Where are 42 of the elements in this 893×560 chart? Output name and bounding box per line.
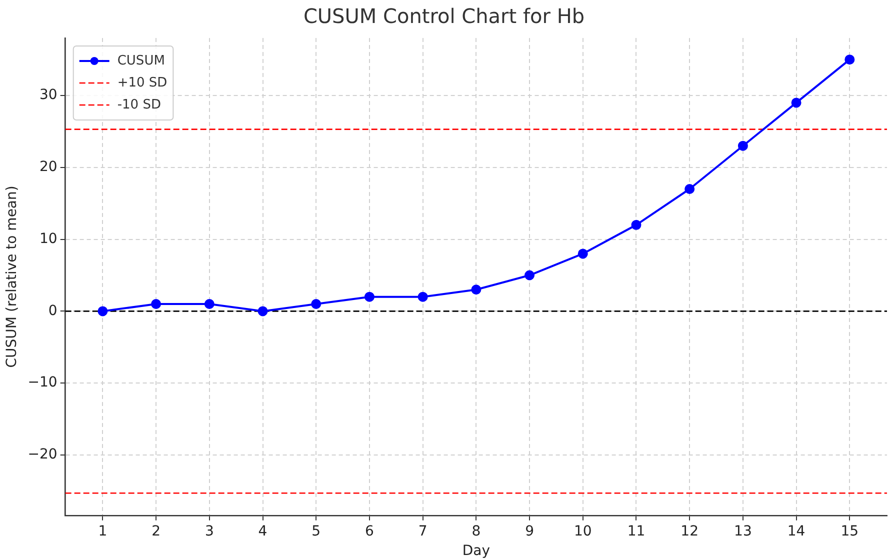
legend-label: -10 SD: [117, 97, 161, 112]
point: [471, 284, 482, 295]
point: [631, 220, 642, 230]
x-tick-label: 6: [365, 523, 374, 540]
y-axis-title: CUSUM (relative to mean): [4, 186, 20, 368]
y-tick-label: 30: [40, 87, 58, 104]
point: [578, 248, 588, 259]
x-tick-label: 9: [525, 523, 534, 540]
x-tick-label: 12: [680, 523, 699, 540]
point: [311, 299, 322, 310]
x-tick-label: 3: [204, 523, 214, 540]
point: [844, 54, 855, 65]
x-tick-label: 5: [312, 523, 321, 540]
x-tick-label: 11: [627, 523, 646, 540]
chart-title: CUSUM Control Chart for Hb: [303, 4, 585, 28]
x-tick-label: 8: [472, 523, 481, 540]
y-tick-label: 0: [48, 302, 58, 319]
x-tick-label: 10: [574, 523, 592, 540]
y-tick-label: −10: [28, 374, 58, 391]
point: [791, 98, 802, 108]
legend-label: CUSUM: [117, 53, 165, 68]
x-tick-label: 1: [98, 523, 108, 540]
point: [364, 292, 374, 302]
point: [418, 292, 428, 302]
x-tick-label: 13: [734, 523, 752, 540]
x-tick-label: 7: [418, 523, 428, 540]
legend-label: +10 SD: [117, 75, 168, 90]
point: [204, 299, 214, 310]
point: [151, 299, 162, 310]
y-tick-label: −20: [28, 446, 58, 463]
y-tick-label: 20: [40, 159, 58, 176]
x-tick-label: 15: [840, 523, 859, 540]
point: [738, 140, 748, 151]
x-tick-label: 2: [152, 523, 161, 540]
y-tick-label: 10: [40, 230, 58, 247]
point: [524, 270, 535, 280]
x-tick-label: 4: [258, 523, 268, 540]
x-tick-label: 14: [787, 523, 806, 540]
x-axis-title: Day: [462, 543, 490, 560]
point: [258, 306, 268, 316]
point: [98, 306, 108, 316]
point: [684, 184, 695, 194]
